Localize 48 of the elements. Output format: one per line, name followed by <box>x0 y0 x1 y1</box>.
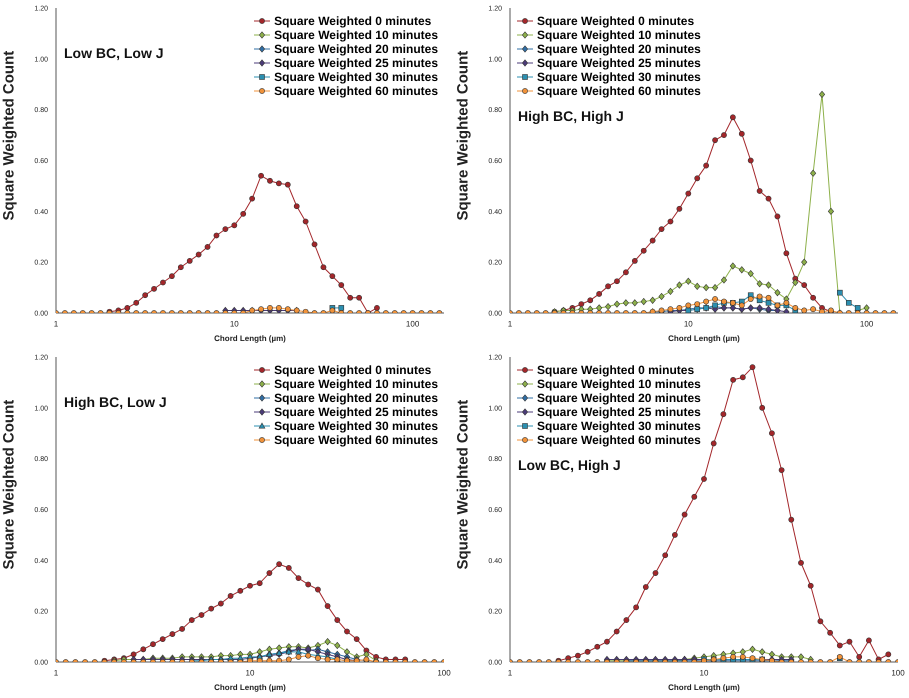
x-tick-label: 1 <box>54 320 59 329</box>
legend-label: Square Weighted 30 minutes <box>274 70 438 84</box>
x-axis-title: Chord Length (µm) <box>668 683 740 692</box>
x-tick-label: 10 <box>246 668 255 678</box>
y-axis-title: Square Weighted Count <box>454 50 472 220</box>
legend-label: Square Weighted 60 minutes <box>274 84 438 98</box>
legend-label: Square Weighted 25 minutes <box>274 404 438 418</box>
legend-label: Square Weighted 30 minutes <box>537 70 701 84</box>
legend-label: Square Weighted 20 minutes <box>537 42 701 56</box>
x-axis-title: Chord Length (µm) <box>214 334 286 343</box>
text: Low BC, High J <box>518 457 621 473</box>
x-tick-label: 100 <box>406 320 420 329</box>
legend-label: Square Weighted 30 minutes <box>537 418 701 432</box>
legend-label: Square Weighted 10 minutes <box>274 28 438 42</box>
x-tick-label: 10 <box>684 320 694 329</box>
legend-label: Square Weighted 0 minutes <box>537 14 694 28</box>
y-axis-title: Square Weighted Count <box>0 400 18 570</box>
legend-label: Square Weighted 0 minutes <box>274 14 432 28</box>
y-axis-title: Square Weighted Count <box>0 50 18 220</box>
legend-label: Square Weighted 0 minutes <box>537 362 694 376</box>
legend-label: Square Weighted 25 minutes <box>537 56 701 70</box>
x-tick-label: 100 <box>860 320 874 329</box>
x-axis-title: Chord Length (µm) <box>214 683 286 692</box>
legend-label: Square Weighted 25 minutes <box>274 56 438 70</box>
x-tick-label: 100 <box>437 668 452 678</box>
x-tick-label: 1 <box>54 668 59 678</box>
x-tick-label: 10 <box>230 320 240 329</box>
legend-label: Square Weighted 60 minutes <box>537 84 701 98</box>
legend-label: Square Weighted 25 minutes <box>537 404 701 418</box>
text: High BC, Low J <box>64 394 167 410</box>
x-tick-label: 100 <box>891 668 906 678</box>
x-tick-label: 1 <box>508 668 513 678</box>
x-tick-label: 10 <box>700 668 709 678</box>
legend-label: Square Weighted 30 minutes <box>274 418 438 432</box>
legend-label: Square Weighted 60 minutes <box>274 432 438 446</box>
legend-label: Square Weighted 20 minutes <box>274 390 438 404</box>
legend-label: Square Weighted 10 minutes <box>274 376 438 390</box>
x-axis-title: Chord Length (µm) <box>668 334 740 343</box>
legend-label: Square Weighted 60 minutes <box>537 432 701 446</box>
x-tick-label: 1 <box>508 320 513 329</box>
legend-label: Square Weighted 10 minutes <box>537 28 701 42</box>
legend-label: Square Weighted 20 minutes <box>537 390 701 404</box>
legend-label: Square Weighted 0 minutes <box>274 362 432 376</box>
legend-label: Square Weighted 20 minutes <box>274 42 438 56</box>
legend-label: Square Weighted 10 minutes <box>537 376 701 390</box>
text: High BC, High J <box>518 108 624 124</box>
text: Low BC, Low J <box>64 45 164 61</box>
y-axis-title: Square Weighted Count <box>454 400 472 570</box>
